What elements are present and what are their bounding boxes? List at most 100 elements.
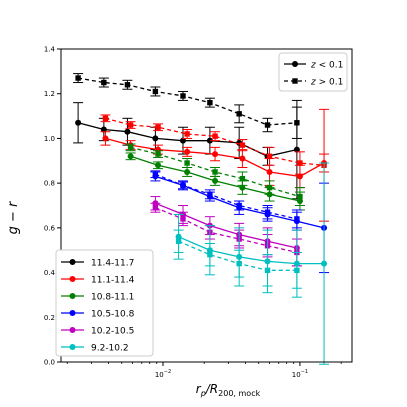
data-point <box>294 120 300 126</box>
data-point <box>152 135 159 142</box>
data-point <box>207 191 213 198</box>
data-point <box>239 184 246 191</box>
data-point <box>101 79 107 86</box>
data-point <box>239 175 246 182</box>
legend-marker <box>69 259 76 265</box>
data-point <box>266 184 273 191</box>
data-point <box>152 171 159 177</box>
data-point <box>75 119 82 126</box>
data-point <box>266 153 273 160</box>
data-point <box>212 177 219 184</box>
data-point <box>236 260 242 267</box>
data-point <box>296 173 303 180</box>
data-point <box>266 168 273 175</box>
data-point <box>184 160 190 166</box>
data-point <box>180 182 186 189</box>
legend-label: 10.5-10.8 <box>91 310 135 320</box>
data-point <box>212 169 218 175</box>
x-tick-label: 10−2 <box>155 369 171 379</box>
data-point <box>239 142 246 148</box>
legend-marker <box>69 344 76 350</box>
series-9.2-10.2-low-z <box>173 162 330 365</box>
data-point <box>102 135 109 142</box>
x-axis-label: rp/R200, mock <box>196 382 261 398</box>
data-point <box>294 267 300 274</box>
y-tick-label: 0.8 <box>44 180 55 188</box>
data-point <box>155 151 161 157</box>
data-point <box>297 160 303 166</box>
data-point <box>124 82 131 88</box>
data-point <box>321 260 328 267</box>
data-point <box>184 131 190 137</box>
style-legend: z < 0.1 z > 0.1 <box>278 52 348 92</box>
series-line <box>155 173 298 220</box>
data-point <box>212 151 219 158</box>
y-axis: 0.0 0.2 0.4 0.6 0.8 1.0 1.2 1.4 <box>44 46 61 367</box>
data-point <box>175 238 182 244</box>
legend-label: 10.8-11.1 <box>91 293 134 303</box>
data-point <box>294 216 300 222</box>
legend-label: 11.1-11.4 <box>91 276 135 286</box>
data-point <box>179 137 186 144</box>
y-tick-label: 0.0 <box>44 359 55 367</box>
data-point <box>100 126 107 133</box>
data-point <box>75 75 81 81</box>
legend-label: z < 0.1 <box>310 61 343 71</box>
data-point <box>207 99 213 106</box>
series-11.1-11.4-high-z <box>100 108 330 222</box>
legend-marker <box>69 310 76 316</box>
data-point <box>239 155 246 162</box>
x-tick-label: 10−1 <box>292 369 308 379</box>
legend-label: 9.2-10.2 <box>91 344 129 354</box>
legend-label: 10.2-10.5 <box>91 327 134 337</box>
axes-frame <box>60 48 353 363</box>
series-10.5-10.8-high-z <box>150 170 302 229</box>
y-tick-label: 0.6 <box>44 224 56 232</box>
legend-label: z > 0.1 <box>310 78 343 88</box>
x-axis: 10−2 10−1 <box>66 362 342 379</box>
series-10.8-11.1-high-z <box>125 143 305 206</box>
mass-legend: 11.4-11.7 11.1-11.4 10.8-11.1 10.5-10.8 10.2… <box>55 249 154 357</box>
data-point <box>155 124 161 130</box>
legend-label: 11.4-11.7 <box>91 259 134 269</box>
y-axis-label: g − r <box>6 200 21 234</box>
y-tick-label: 1.4 <box>44 46 56 54</box>
y-tick-label: 1.0 <box>44 135 55 143</box>
data-point <box>236 111 242 117</box>
series-line <box>105 117 325 166</box>
y-tick-label: 0.2 <box>44 314 55 322</box>
data-point <box>152 205 159 211</box>
legend-marker <box>69 327 76 333</box>
data-point <box>155 162 162 169</box>
data-point <box>124 128 131 135</box>
series-line <box>178 236 324 265</box>
data-point <box>127 144 134 151</box>
data-point <box>206 137 213 144</box>
series-11.4-11.7-high-z <box>73 73 302 139</box>
data-point <box>264 267 271 274</box>
data-point <box>184 148 191 155</box>
data-point <box>127 153 134 160</box>
plot-area <box>73 73 330 365</box>
data-point <box>297 193 303 200</box>
legend-marker <box>69 276 76 282</box>
series-10.8-11.1-low-z <box>125 152 305 211</box>
data-point <box>264 122 271 128</box>
y-tick-label: 0.4 <box>44 269 56 277</box>
y-tick-label: 1.2 <box>44 90 55 98</box>
legend-marker <box>292 61 298 67</box>
series-9.2-10.2-high-z <box>173 229 302 289</box>
data-point <box>127 122 134 128</box>
legend-marker <box>292 78 298 84</box>
data-point <box>102 115 109 122</box>
data-point <box>207 251 213 258</box>
series-10.2-10.5-low-z <box>150 196 302 267</box>
data-point <box>293 146 300 153</box>
data-point <box>236 202 242 209</box>
legend-marker <box>69 293 76 299</box>
series-10.2-10.5-high-z <box>150 202 302 267</box>
data-point <box>180 216 186 222</box>
data-point <box>212 133 218 139</box>
data-point <box>184 168 191 175</box>
